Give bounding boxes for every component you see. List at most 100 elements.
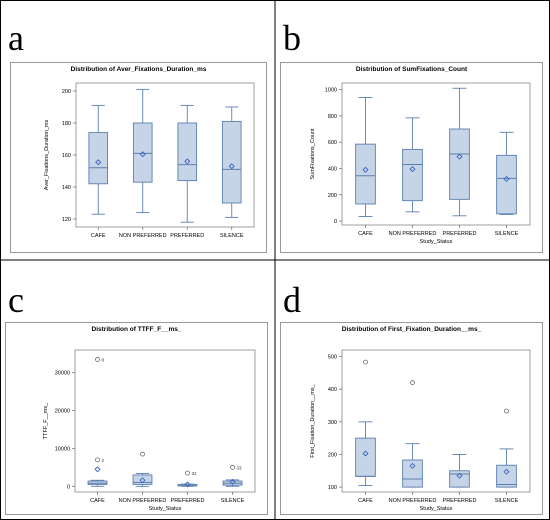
- x-tick-label: SILENCE: [495, 498, 519, 504]
- y-tick-label: 400: [328, 166, 337, 172]
- x-axis-label: Study_Status: [420, 239, 453, 245]
- y-tick-label: 200: [328, 452, 337, 458]
- iqr-box: [177, 122, 198, 182]
- x-tick-label: PREFERRED: [170, 233, 204, 239]
- outlier-point: [95, 457, 100, 463]
- y-axis-label: TTFF_F__ms_: [43, 402, 49, 439]
- x-tick-label: CAFE: [90, 498, 105, 504]
- mean-marker: [228, 163, 235, 170]
- y-tick-label: 0: [67, 484, 70, 490]
- y-axis-label: SumFixations_Count: [310, 128, 316, 180]
- mean-marker: [229, 478, 236, 485]
- outlier-point: [95, 357, 100, 362]
- y-tick-label: 10000: [55, 446, 70, 452]
- box-silence: [496, 131, 517, 215]
- x-tick-label: PREFERRED: [443, 498, 477, 504]
- panel-d: d Distribution of First_Fixation_Duratio…: [275, 260, 550, 520]
- mean-marker: [456, 153, 463, 160]
- y-tick-label: 800: [328, 114, 337, 120]
- box-non-preferred: [402, 117, 423, 213]
- iqr-box: [355, 437, 376, 477]
- chart-a: Distribution of Aver_Fixations_Duration_…: [10, 62, 267, 253]
- mean-marker: [184, 158, 191, 165]
- outlier-point: [140, 451, 145, 457]
- chart-title: Distribution of TTFF_F__ms_: [92, 326, 182, 333]
- box-cafe: 82: [87, 357, 108, 487]
- mean-marker: [184, 481, 191, 488]
- y-tick-label: 400: [328, 387, 337, 393]
- x-tick-label: PREFERRED: [443, 231, 477, 237]
- box-silence: [496, 408, 517, 488]
- y-tick-label: 500: [328, 355, 337, 361]
- mean-marker: [362, 166, 369, 173]
- y-tick-label: 120: [62, 217, 71, 223]
- y-tick-label: 200: [62, 89, 71, 95]
- y-tick-label: 180: [62, 121, 71, 127]
- mean-marker: [503, 468, 510, 475]
- y-tick-label: 100: [328, 485, 337, 491]
- panel-letter: d: [283, 280, 301, 320]
- iqr-box: [355, 143, 376, 205]
- mean-marker: [94, 466, 101, 473]
- y-tick-label: 20000: [55, 409, 70, 415]
- iqr-box: [88, 132, 109, 185]
- iqr-box: [402, 459, 423, 488]
- outlier-label: 2: [102, 458, 105, 463]
- x-tick-label: NON PREFERRED: [389, 231, 437, 237]
- y-axis-label: First_Fixation_Duration__ms_: [310, 383, 316, 457]
- box-preferred: 32: [177, 470, 198, 488]
- y-tick-label: 200: [328, 193, 337, 199]
- chart-d: Distribution of First_Fixation_Duration_…: [280, 322, 543, 515]
- chart-title: Distribution of SumFixations_Count: [356, 66, 468, 73]
- box-silence: [221, 106, 242, 218]
- iqr-box: [449, 470, 470, 488]
- mean-marker: [503, 175, 510, 183]
- iqr-box: [87, 480, 108, 485]
- x-tick-label: CAFE: [358, 231, 373, 237]
- iqr-box: [221, 120, 242, 204]
- panel-letter: c: [8, 280, 24, 320]
- chart-title: Distribution of First_Fixation_Duration_…: [342, 326, 482, 333]
- x-tick-label: SILENCE: [221, 498, 245, 504]
- panel-letter: b: [283, 18, 301, 58]
- mean-marker: [95, 159, 102, 166]
- y-tick-label: 300: [328, 420, 337, 426]
- x-tick-label: SILENCE: [220, 233, 244, 239]
- box-preferred: [449, 87, 470, 217]
- panel-b: b Distribution of SumFixations_Count 0 200…: [275, 0, 550, 260]
- box-cafe: [355, 359, 376, 486]
- outlier-point: [185, 470, 190, 476]
- y-tick-label: 1000: [325, 88, 337, 94]
- x-tick-label: CAFE: [91, 233, 106, 239]
- plot-area: [341, 82, 531, 226]
- outlier-point: [504, 408, 509, 414]
- outlier-point: [230, 465, 235, 470]
- box-preferred: [177, 104, 198, 223]
- outlier-point: [363, 359, 368, 365]
- y-tick-label: 140: [62, 185, 71, 191]
- box-non-preferred: [132, 88, 153, 214]
- outlier-label: 8: [102, 357, 105, 362]
- chart-title: Distribution of Aver_Fixations_Duration_…: [71, 66, 207, 73]
- y-tick-label: 160: [62, 153, 71, 159]
- plot-area: [341, 349, 531, 493]
- iqr-box: [496, 464, 517, 488]
- mean-marker: [456, 472, 463, 479]
- x-axis-label: Study_Status: [420, 506, 453, 512]
- x-tick-label: PREFERRED: [171, 498, 205, 504]
- mean-marker: [139, 477, 146, 484]
- box-cafe: [355, 97, 376, 217]
- x-tick-label: NON PREFERRED: [119, 498, 167, 504]
- outlier-label: 32: [192, 471, 198, 476]
- y-tick-label: 600: [328, 140, 337, 146]
- chart-c: Distribution of TTFF_F__ms_ 0 10000 20000 30…: [5, 322, 268, 515]
- chart-b: Distribution of SumFixations_Count 0 200 40…: [280, 62, 543, 253]
- box-non-preferred: [402, 380, 423, 488]
- x-tick-label: SILENCE: [495, 231, 519, 237]
- box-non-preferred: [132, 451, 153, 487]
- box-silence: 33: [222, 465, 243, 487]
- mean-marker: [139, 151, 146, 158]
- iqr-box: [132, 474, 153, 485]
- panel-letter: a: [8, 18, 24, 58]
